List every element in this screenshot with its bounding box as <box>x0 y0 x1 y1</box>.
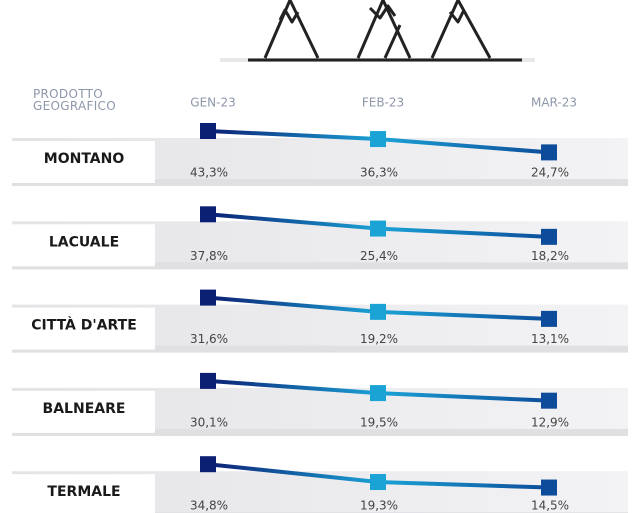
plot-area: GEN-23 FEB-23 MAR-23 MONTANO 43,3% 36,3% 24,7%… <box>12 96 628 513</box>
row-label: MONTANO <box>44 151 125 167</box>
value-label: 24,7% <box>531 166 569 180</box>
x-tick-label: MAR-23 <box>531 96 577 110</box>
marker <box>200 123 216 139</box>
value-label: 19,3% <box>360 499 398 513</box>
column-header: PRODOTTO GEOGRAFICO <box>33 88 133 112</box>
value-label: 12,9% <box>531 415 569 429</box>
x-tick-label: GEN-23 <box>190 96 235 110</box>
value-label: 36,3% <box>360 166 398 180</box>
marker <box>541 480 557 496</box>
value-label: 30,1% <box>190 415 228 429</box>
value-label: 14,5% <box>531 499 569 513</box>
value-label: 18,2% <box>531 249 569 263</box>
marker <box>541 393 557 409</box>
value-label: 19,5% <box>360 415 398 429</box>
value-label: 37,8% <box>190 249 228 263</box>
marker <box>370 474 386 490</box>
chart: GEN-23 FEB-23 MAR-23 MONTANO 43,3% 36,3% 24,7%… <box>0 0 638 513</box>
value-label: 13,1% <box>531 332 569 346</box>
row-label: CITTÀ D'ARTE <box>31 317 137 334</box>
marker <box>200 206 216 222</box>
marker <box>200 373 216 389</box>
marker <box>200 456 216 472</box>
marker <box>370 385 386 401</box>
value-label: 19,2% <box>360 332 398 346</box>
marker <box>370 304 386 320</box>
infographic: GEN-23 FEB-23 MAR-23 MONTANO 43,3% 36,3% 24,7%… <box>0 0 638 513</box>
value-label: 25,4% <box>360 249 398 263</box>
row-label: BALNEARE <box>43 401 126 417</box>
mountain-icon <box>220 0 535 60</box>
value-label: 31,6% <box>190 332 228 346</box>
row-label: TERMALE <box>47 484 120 500</box>
row-label: LACUALE <box>49 234 119 250</box>
marker <box>200 290 216 306</box>
marker <box>541 144 557 160</box>
value-label: 34,8% <box>190 499 228 513</box>
marker <box>370 131 386 147</box>
marker <box>370 221 386 237</box>
value-label: 43,3% <box>190 166 228 180</box>
marker <box>541 229 557 245</box>
marker <box>541 311 557 327</box>
x-tick-label: FEB-23 <box>362 96 404 110</box>
